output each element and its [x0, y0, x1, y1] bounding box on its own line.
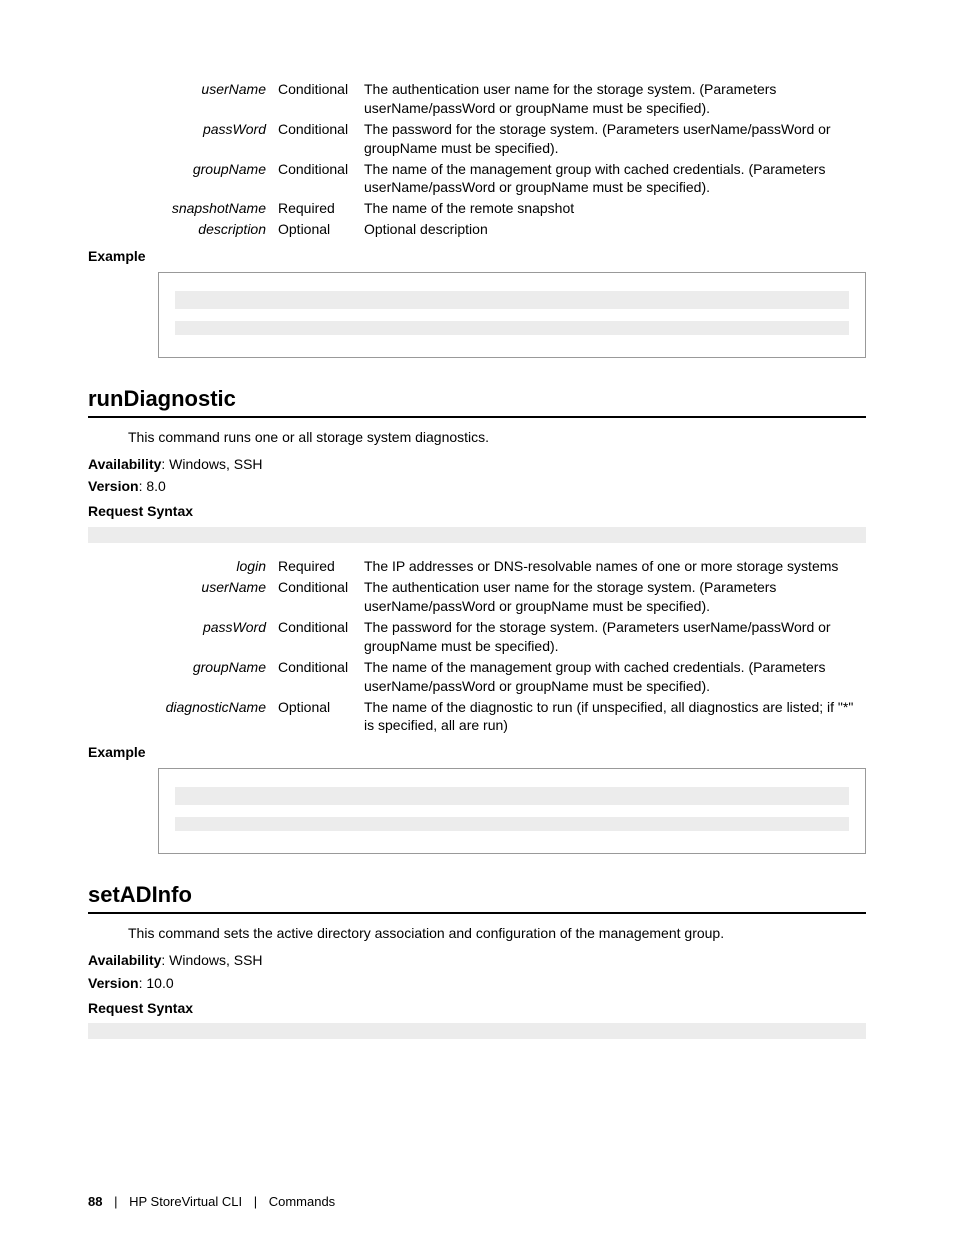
availability-label: Availability: [88, 456, 161, 472]
param-desc: Optional description: [364, 220, 866, 239]
footer-sep: |: [114, 1194, 117, 1209]
table-row: groupName Conditional The name of the ma…: [158, 658, 866, 696]
table-row: groupName Conditional The name of the ma…: [158, 160, 866, 198]
param-name: userName: [158, 578, 278, 616]
param-req: Required: [278, 199, 364, 218]
example-label: Example: [88, 247, 866, 266]
table-row: login Required The IP addresses or DNS-r…: [158, 557, 866, 576]
param-desc: The authentication user name for the sto…: [364, 578, 866, 616]
command-description: This command runs one or all storage sys…: [128, 428, 866, 447]
version-label: Version: [88, 975, 139, 991]
syntax-bar: [88, 1023, 866, 1039]
table-row: passWord Conditional The password for th…: [158, 618, 866, 656]
page-footer: 88 | HP StoreVirtual CLI | Commands: [88, 1193, 335, 1211]
param-desc: The name of the management group with ca…: [364, 160, 866, 198]
param-req: Required: [278, 557, 364, 576]
table-row: diagnosticName Optional The name of the …: [158, 698, 866, 736]
code-line: [175, 291, 849, 309]
param-name: passWord: [158, 120, 278, 158]
footer-product: HP StoreVirtual CLI: [129, 1194, 242, 1209]
table-row: userName Conditional The authentication …: [158, 578, 866, 616]
code-line: [175, 321, 849, 335]
param-desc: The name of the diagnostic to run (if un…: [364, 698, 866, 736]
request-syntax-label: Request Syntax: [88, 999, 866, 1018]
param-req: Conditional: [278, 160, 364, 198]
table-row: snapshotName Required The name of the re…: [158, 199, 866, 218]
footer-sep: |: [254, 1194, 257, 1209]
version-line: Version: 8.0: [88, 477, 866, 496]
table-row: description Optional Optional descriptio…: [158, 220, 866, 239]
param-req: Conditional: [278, 120, 364, 158]
code-line: [175, 787, 849, 805]
param-name: snapshotName: [158, 199, 278, 218]
availability-value: : Windows, SSH: [161, 456, 262, 472]
param-req: Conditional: [278, 658, 364, 696]
syntax-bar: [88, 527, 866, 543]
availability-line: Availability: Windows, SSH: [88, 455, 866, 474]
param-req: Conditional: [278, 80, 364, 118]
availability-value: : Windows, SSH: [161, 952, 262, 968]
param-req: Optional: [278, 220, 364, 239]
availability-line: Availability: Windows, SSH: [88, 951, 866, 970]
version-value: : 10.0: [139, 975, 174, 991]
param-desc: The password for the storage system. (Pa…: [364, 120, 866, 158]
page-number: 88: [88, 1194, 102, 1209]
version-line: Version: 10.0: [88, 974, 866, 993]
example-label: Example: [88, 743, 866, 762]
param-name: groupName: [158, 658, 278, 696]
rundiagnostic-param-table: login Required The IP addresses or DNS-r…: [158, 557, 866, 735]
request-syntax-label: Request Syntax: [88, 502, 866, 521]
param-desc: The authentication user name for the sto…: [364, 80, 866, 118]
table-row: userName Conditional The authentication …: [158, 80, 866, 118]
param-name: groupName: [158, 160, 278, 198]
param-req: Conditional: [278, 578, 364, 616]
param-desc: The password for the storage system. (Pa…: [364, 618, 866, 656]
version-value: : 8.0: [139, 478, 166, 494]
param-name: diagnosticName: [158, 698, 278, 736]
param-desc: The name of the remote snapshot: [364, 199, 866, 218]
code-line: [175, 817, 849, 831]
top-param-table: userName Conditional The authentication …: [158, 80, 866, 239]
table-row: passWord Conditional The password for th…: [158, 120, 866, 158]
example-box: [158, 272, 866, 358]
param-req: Optional: [278, 698, 364, 736]
param-desc: The IP addresses or DNS-resolvable names…: [364, 557, 866, 576]
version-label: Version: [88, 478, 139, 494]
availability-label: Availability: [88, 952, 161, 968]
command-heading-rundiagnostic: runDiagnostic: [88, 384, 866, 418]
param-req: Conditional: [278, 618, 364, 656]
param-name: description: [158, 220, 278, 239]
param-name: passWord: [158, 618, 278, 656]
footer-section: Commands: [269, 1194, 335, 1209]
command-heading-setadinfo: setADInfo: [88, 880, 866, 914]
command-description: This command sets the active directory a…: [128, 924, 866, 943]
example-box: [158, 768, 866, 854]
param-desc: The name of the management group with ca…: [364, 658, 866, 696]
param-name: login: [158, 557, 278, 576]
param-name: userName: [158, 80, 278, 118]
